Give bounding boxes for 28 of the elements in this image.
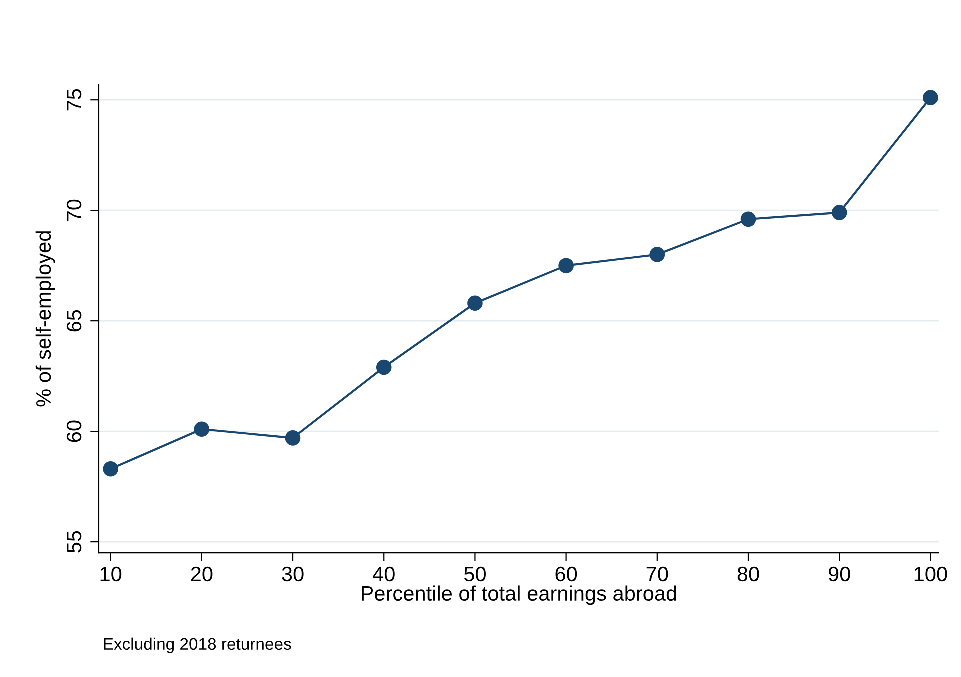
point	[468, 296, 483, 312]
y-tick-label: 75	[67, 89, 82, 111]
x-tick-label: 30	[282, 566, 304, 582]
y-tick-label: 70	[66, 200, 82, 222]
text: Excluding 2018 returnees	[104, 638, 292, 654]
point	[650, 247, 666, 262]
x-tick-label: 10	[100, 566, 122, 582]
point	[740, 212, 756, 228]
y-axis-title: % of self-employed	[36, 232, 56, 407]
point	[103, 461, 118, 477]
point	[832, 205, 848, 220]
x-axis-title: Percentile of total earnings abroad	[362, 586, 676, 606]
point	[285, 430, 301, 446]
point	[194, 422, 210, 437]
y-tick-label: 55	[67, 531, 82, 553]
x-tick-label: 80	[738, 566, 760, 582]
x-tick-label: 60	[556, 566, 578, 582]
y-tick-label: 60	[66, 420, 82, 442]
x-tick-label: 50	[464, 566, 486, 582]
point	[376, 360, 392, 376]
x-tick-label: 20	[191, 566, 213, 582]
point	[558, 258, 574, 274]
x-tick-label: 70	[646, 566, 668, 582]
x-tick-label: 100	[914, 566, 948, 582]
y-tick-label: 65	[66, 310, 82, 332]
point	[923, 90, 938, 106]
x-tick-label: 90	[828, 566, 850, 582]
x-tick-label: 40	[373, 566, 395, 582]
